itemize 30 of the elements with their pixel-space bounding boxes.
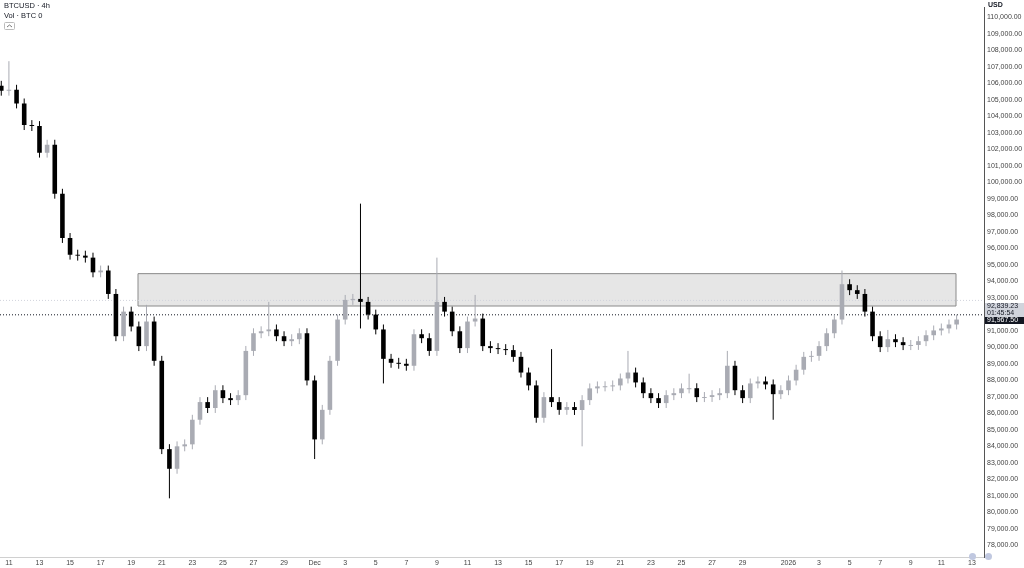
candlestick xyxy=(747,377,753,404)
candlestick xyxy=(809,350,814,363)
candlestick xyxy=(14,84,19,109)
candlestick xyxy=(105,265,111,300)
candlestick xyxy=(167,443,172,499)
candlestick xyxy=(549,348,554,408)
candlestick xyxy=(610,379,615,392)
candlestick xyxy=(503,343,508,356)
candlestick xyxy=(908,339,914,351)
candlestick xyxy=(702,391,707,403)
candlestick xyxy=(373,309,379,335)
candlestick xyxy=(365,296,371,321)
candlestick xyxy=(786,375,791,396)
candlestick xyxy=(633,367,638,388)
candlestick xyxy=(426,332,432,357)
candlestick xyxy=(212,384,218,414)
candlestick xyxy=(694,382,700,403)
candlestick xyxy=(358,203,363,329)
candlestick xyxy=(75,249,80,262)
candlestick xyxy=(442,296,447,318)
candlestick xyxy=(251,327,256,357)
candlestick xyxy=(709,389,715,403)
candlestick xyxy=(587,382,593,406)
candlestick xyxy=(266,301,272,337)
candlestick xyxy=(526,367,531,391)
candlestick xyxy=(832,314,837,339)
candlestick xyxy=(396,357,401,370)
candlestick xyxy=(824,327,829,352)
candlestick xyxy=(801,351,807,376)
candlestick xyxy=(640,376,646,399)
